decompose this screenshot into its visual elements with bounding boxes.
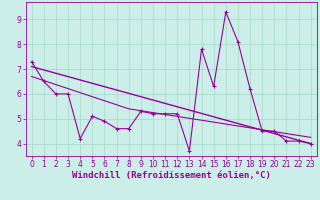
X-axis label: Windchill (Refroidissement éolien,°C): Windchill (Refroidissement éolien,°C): [72, 171, 271, 180]
